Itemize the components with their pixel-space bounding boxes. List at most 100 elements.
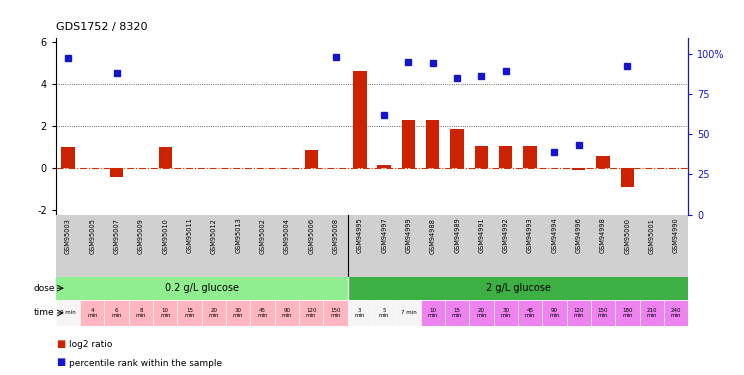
FancyBboxPatch shape — [397, 300, 420, 326]
Text: 120
min: 120 min — [306, 308, 316, 318]
Text: 45
min: 45 min — [257, 308, 268, 318]
FancyBboxPatch shape — [469, 300, 493, 326]
Bar — [426, 120, 440, 168]
FancyBboxPatch shape — [275, 300, 299, 326]
Text: 180
min: 180 min — [622, 308, 632, 318]
Text: 15
min: 15 min — [452, 308, 462, 318]
Text: GSM94996: GSM94996 — [576, 218, 582, 254]
Text: 15
min: 15 min — [185, 308, 195, 318]
FancyBboxPatch shape — [56, 214, 688, 277]
Text: GSM95007: GSM95007 — [114, 218, 120, 254]
Text: GSM95012: GSM95012 — [211, 218, 217, 254]
Bar — [572, 168, 586, 170]
Text: time: time — [34, 309, 54, 318]
Text: 10
min: 10 min — [160, 308, 170, 318]
Text: 20
min: 20 min — [208, 308, 219, 318]
Text: GSM95000: GSM95000 — [624, 218, 630, 254]
Text: GSM94988: GSM94988 — [430, 218, 436, 254]
FancyBboxPatch shape — [202, 300, 226, 326]
Text: GSM95001: GSM95001 — [649, 218, 655, 254]
FancyBboxPatch shape — [153, 300, 177, 326]
FancyBboxPatch shape — [56, 277, 347, 300]
Text: GSM95004: GSM95004 — [284, 218, 290, 254]
Text: GSM95003: GSM95003 — [65, 218, 71, 254]
Text: 2 g/L glucose: 2 g/L glucose — [486, 283, 551, 293]
FancyBboxPatch shape — [640, 300, 664, 326]
Text: GSM94992: GSM94992 — [503, 218, 509, 254]
FancyBboxPatch shape — [347, 300, 372, 326]
Text: GSM95009: GSM95009 — [138, 218, 144, 254]
Text: ■: ■ — [56, 357, 65, 368]
Text: GSM95010: GSM95010 — [162, 218, 168, 254]
FancyBboxPatch shape — [591, 300, 615, 326]
Text: 7 min: 7 min — [400, 310, 417, 315]
FancyBboxPatch shape — [177, 300, 202, 326]
Text: GSM94989: GSM94989 — [454, 218, 460, 254]
FancyBboxPatch shape — [251, 300, 275, 326]
Text: GSM94995: GSM94995 — [357, 218, 363, 254]
Bar — [61, 147, 74, 168]
FancyBboxPatch shape — [299, 300, 324, 326]
FancyBboxPatch shape — [104, 300, 129, 326]
Text: GSM95002: GSM95002 — [260, 218, 266, 254]
Text: 5
min: 5 min — [379, 308, 389, 318]
FancyBboxPatch shape — [615, 300, 640, 326]
Text: GSM94990: GSM94990 — [673, 218, 679, 254]
Text: GSM95005: GSM95005 — [89, 218, 95, 254]
Bar — [158, 147, 172, 168]
Text: 0.2 g/L glucose: 0.2 g/L glucose — [164, 283, 239, 293]
Text: GSM94998: GSM94998 — [600, 218, 606, 254]
Text: 4
min: 4 min — [87, 308, 97, 318]
FancyBboxPatch shape — [80, 300, 104, 326]
Text: 20
min: 20 min — [476, 308, 487, 318]
FancyBboxPatch shape — [372, 300, 397, 326]
Bar — [377, 165, 391, 168]
Text: 90
min: 90 min — [282, 308, 292, 318]
Text: GSM95013: GSM95013 — [235, 218, 241, 254]
Text: 6
min: 6 min — [112, 308, 122, 318]
Text: percentile rank within the sample: percentile rank within the sample — [69, 358, 222, 368]
FancyBboxPatch shape — [664, 300, 688, 326]
FancyBboxPatch shape — [324, 300, 347, 326]
Text: 30
min: 30 min — [233, 308, 243, 318]
Bar — [620, 168, 634, 187]
Text: GSM94991: GSM94991 — [478, 218, 484, 254]
Bar — [110, 168, 124, 177]
Text: 120
min: 120 min — [574, 308, 584, 318]
Text: ■: ■ — [56, 339, 65, 349]
FancyBboxPatch shape — [518, 300, 542, 326]
Text: 2 min: 2 min — [60, 310, 76, 315]
Text: 45
min: 45 min — [525, 308, 536, 318]
Text: 30
min: 30 min — [501, 308, 511, 318]
Text: 150
min: 150 min — [330, 308, 341, 318]
Text: GSM94993: GSM94993 — [527, 218, 533, 254]
Text: 3
min: 3 min — [355, 308, 365, 318]
Text: dose: dose — [33, 284, 54, 292]
Bar — [597, 156, 610, 168]
FancyBboxPatch shape — [542, 300, 567, 326]
Bar — [402, 120, 415, 168]
FancyBboxPatch shape — [445, 300, 469, 326]
FancyBboxPatch shape — [347, 277, 688, 300]
FancyBboxPatch shape — [56, 300, 80, 326]
Text: 8
min: 8 min — [135, 308, 146, 318]
Text: GSM95006: GSM95006 — [308, 218, 314, 254]
Text: GSM95011: GSM95011 — [187, 218, 193, 254]
Bar — [524, 146, 536, 168]
Bar — [499, 146, 513, 168]
Bar — [353, 71, 367, 168]
FancyBboxPatch shape — [226, 300, 251, 326]
FancyBboxPatch shape — [493, 300, 518, 326]
FancyBboxPatch shape — [420, 300, 445, 326]
FancyBboxPatch shape — [567, 300, 591, 326]
Text: 210
min: 210 min — [647, 308, 657, 318]
Text: 10
min: 10 min — [428, 308, 438, 318]
Text: 240
min: 240 min — [671, 308, 682, 318]
Text: GSM94994: GSM94994 — [551, 218, 557, 254]
Text: GDS1752 / 8320: GDS1752 / 8320 — [56, 22, 147, 32]
Text: GSM94997: GSM94997 — [381, 218, 387, 254]
Bar — [304, 150, 318, 168]
Text: log2 ratio: log2 ratio — [69, 340, 112, 349]
FancyBboxPatch shape — [129, 300, 153, 326]
Text: GSM94999: GSM94999 — [405, 218, 411, 254]
